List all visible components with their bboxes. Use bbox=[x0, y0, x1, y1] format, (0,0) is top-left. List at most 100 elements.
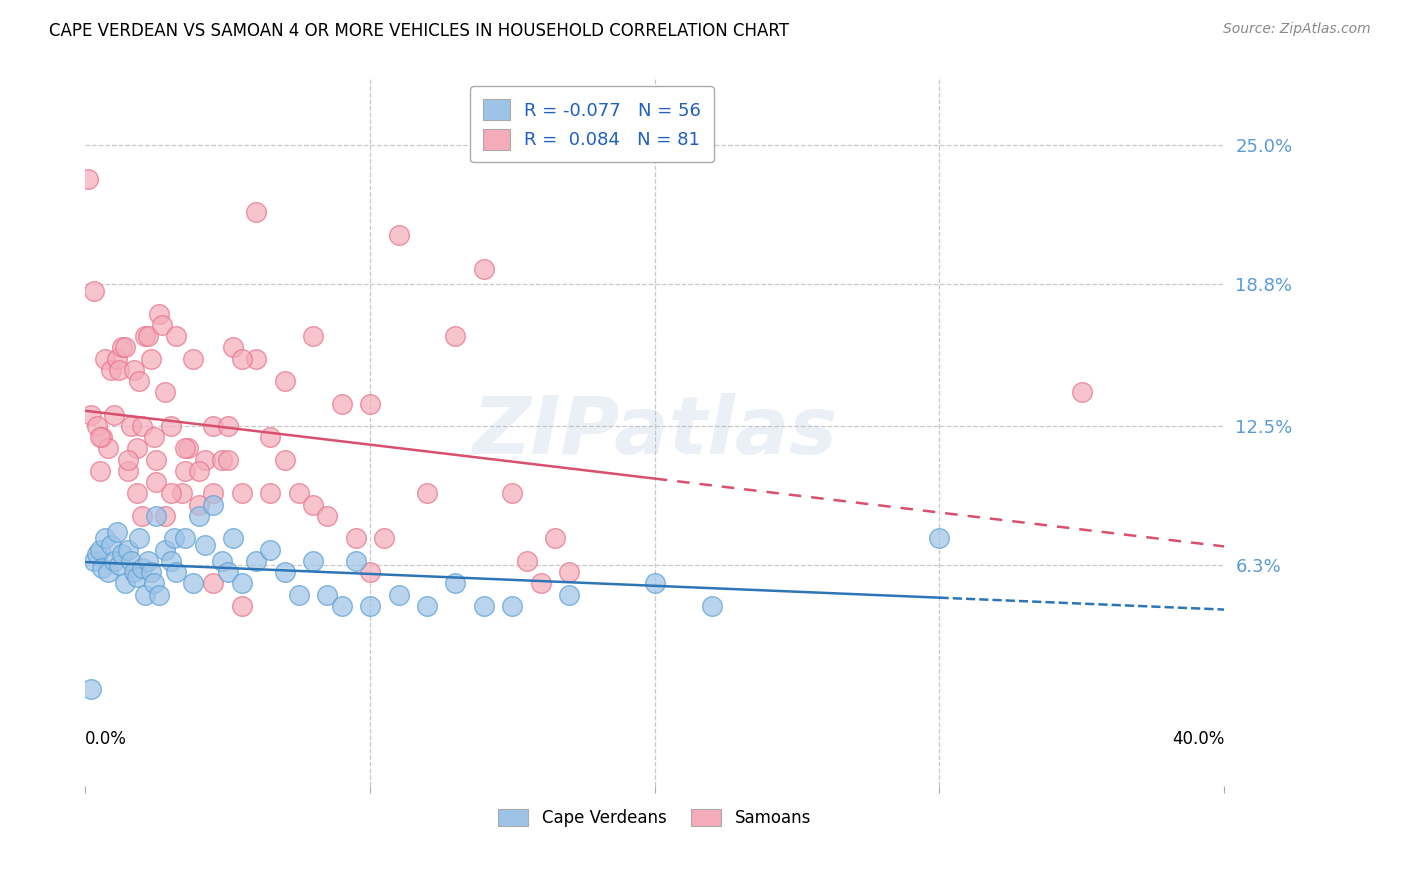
Point bbox=[97, 442, 120, 456]
Point bbox=[142, 430, 165, 444]
Point bbox=[94, 351, 117, 366]
Point bbox=[302, 498, 325, 512]
Point bbox=[122, 565, 145, 579]
Point bbox=[302, 329, 325, 343]
Point bbox=[202, 486, 225, 500]
Point bbox=[416, 486, 439, 500]
Point bbox=[105, 351, 128, 366]
Point bbox=[174, 442, 197, 456]
Point bbox=[700, 599, 723, 613]
Point bbox=[131, 419, 153, 434]
Point bbox=[89, 542, 111, 557]
Point bbox=[162, 532, 184, 546]
Point bbox=[928, 532, 950, 546]
Point bbox=[77, 171, 100, 186]
Point bbox=[202, 498, 225, 512]
Point bbox=[174, 532, 197, 546]
Point bbox=[83, 554, 105, 568]
Point bbox=[316, 508, 339, 523]
Point bbox=[273, 565, 295, 579]
Point bbox=[148, 307, 170, 321]
Point bbox=[387, 588, 409, 602]
Point bbox=[188, 508, 211, 523]
Point bbox=[211, 554, 233, 568]
Point bbox=[188, 464, 211, 478]
Point bbox=[94, 532, 117, 546]
Point bbox=[89, 464, 111, 478]
Point bbox=[222, 340, 245, 354]
Point bbox=[89, 430, 111, 444]
Point bbox=[136, 554, 159, 568]
Point bbox=[139, 351, 162, 366]
Point bbox=[231, 486, 253, 500]
Point bbox=[516, 554, 538, 568]
Point bbox=[114, 576, 136, 591]
Point bbox=[91, 430, 114, 444]
Point bbox=[202, 419, 225, 434]
Point bbox=[83, 284, 105, 298]
Point bbox=[259, 542, 281, 557]
Point bbox=[91, 560, 114, 574]
Point bbox=[444, 576, 467, 591]
Point bbox=[217, 419, 239, 434]
Point bbox=[117, 464, 139, 478]
Point bbox=[128, 374, 150, 388]
Point bbox=[125, 442, 148, 456]
Point bbox=[501, 599, 523, 613]
Point bbox=[217, 452, 239, 467]
Point bbox=[359, 396, 381, 410]
Point bbox=[273, 452, 295, 467]
Point bbox=[194, 452, 217, 467]
Point bbox=[444, 329, 467, 343]
Point bbox=[159, 554, 181, 568]
Point bbox=[103, 408, 125, 422]
Point bbox=[344, 532, 367, 546]
Point bbox=[165, 329, 187, 343]
Point bbox=[150, 318, 173, 332]
Point bbox=[100, 363, 122, 377]
Point bbox=[217, 565, 239, 579]
Point bbox=[80, 682, 103, 697]
Point bbox=[97, 565, 120, 579]
Point bbox=[558, 588, 581, 602]
Point bbox=[139, 565, 162, 579]
Point bbox=[100, 538, 122, 552]
Point bbox=[183, 576, 205, 591]
Point bbox=[188, 498, 211, 512]
Text: 40.0%: 40.0% bbox=[1171, 730, 1225, 747]
Point bbox=[387, 227, 409, 242]
Point bbox=[302, 554, 325, 568]
Point bbox=[153, 508, 176, 523]
Point bbox=[125, 486, 148, 500]
Point bbox=[174, 464, 197, 478]
Point bbox=[177, 442, 200, 456]
Point bbox=[108, 558, 131, 573]
Point bbox=[231, 351, 253, 366]
Point bbox=[245, 351, 267, 366]
Point bbox=[273, 374, 295, 388]
Point bbox=[148, 588, 170, 602]
Point bbox=[416, 599, 439, 613]
Point bbox=[131, 560, 153, 574]
Point bbox=[125, 569, 148, 583]
Point bbox=[259, 486, 281, 500]
Point bbox=[1070, 385, 1092, 400]
Point bbox=[103, 554, 125, 568]
Point bbox=[359, 599, 381, 613]
Point bbox=[316, 588, 339, 602]
Point bbox=[120, 554, 142, 568]
Point bbox=[153, 385, 176, 400]
Point bbox=[142, 576, 165, 591]
Point bbox=[117, 542, 139, 557]
Point bbox=[288, 588, 311, 602]
Point bbox=[120, 419, 142, 434]
Point bbox=[122, 363, 145, 377]
Point bbox=[145, 508, 167, 523]
Point bbox=[105, 524, 128, 539]
Point bbox=[128, 532, 150, 546]
Text: CAPE VERDEAN VS SAMOAN 4 OR MORE VEHICLES IN HOUSEHOLD CORRELATION CHART: CAPE VERDEAN VS SAMOAN 4 OR MORE VEHICLE… bbox=[49, 22, 789, 40]
Text: ZIPatlas: ZIPatlas bbox=[472, 392, 837, 471]
Point bbox=[530, 576, 553, 591]
Point bbox=[211, 452, 233, 467]
Point bbox=[245, 205, 267, 219]
